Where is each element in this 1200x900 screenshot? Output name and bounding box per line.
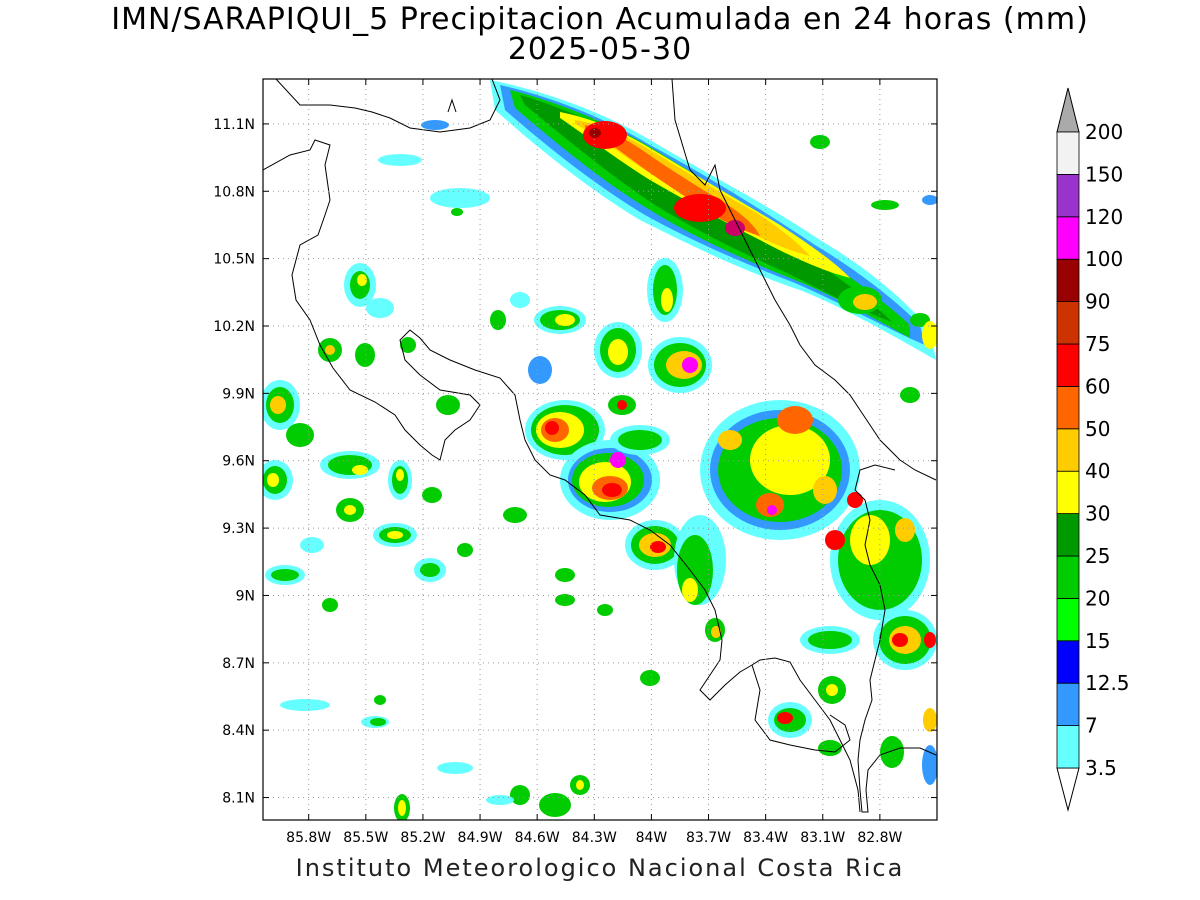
colorbar-segment [1056,555,1080,599]
chart-date: 2025-05-30 [507,32,693,67]
colorbar-label: 15 [1085,629,1110,653]
colorbar-segment [1056,513,1080,557]
colorbar-segment [1056,173,1080,218]
x-tick-label: 83.7W [686,830,731,846]
rain-cluster-east [700,387,937,785]
colorbar-segment [1056,216,1080,260]
colorbar-label: 100 [1085,247,1123,271]
x-tick-label: 82.8W [857,830,902,846]
colorbar-label: 60 [1085,374,1110,398]
y-tick-label: 8.4N [222,723,255,739]
chart-title: IMN/SARAPIQUI_5 Precipitacion Acumulada … [111,2,1089,37]
colorbar-label: 200 [1085,120,1123,144]
rain-cluster-west [263,120,660,820]
x-tick-label: 83.1W [800,830,845,846]
x-tick-label: 84.3W [572,830,617,846]
colorbar-segment [1056,598,1080,642]
y-tick-label: 9.9N [222,386,255,402]
y-tick-label: 8.7N [222,656,255,672]
y-tick-label: 9.6N [222,454,255,470]
colorbar-label: 7 [1085,714,1098,738]
x-tick-label: 85.8W [286,830,331,846]
y-tick-label: 10.5N [213,252,255,268]
colorbar-label: 150 [1085,162,1123,186]
rain-band-north [490,80,937,360]
colorbar-top-arrow [1056,87,1080,133]
colorbar-segment [1056,725,1080,769]
x-tick-label: 85.2W [400,830,445,846]
x-tick-label: 84W [636,830,668,846]
map-grid [263,79,937,820]
colorbar-segment [1056,640,1080,684]
colorbar-label: 20 [1085,586,1110,610]
colorbar-segment [1056,428,1080,472]
y-tick-label: 9N [236,588,255,604]
colorbar-segment [1056,343,1080,387]
colorbar-label: 12.5 [1085,671,1130,695]
colorbar-segment [1056,131,1080,175]
x-tick-label: 83.4W [743,830,788,846]
colorbar-label: 75 [1085,332,1110,356]
colorbar-label: 25 [1085,544,1110,568]
x-tick-label: 85.5W [343,830,388,846]
colorbar: 3.5 7 12.5 15 20 25 30 40 50 60 75 90 100 120 150 200 [1056,87,1130,812]
colorbar-segment [1056,385,1080,430]
precipitation-field [263,80,937,820]
map-frame [262,78,938,821]
colorbar-label: 40 [1085,459,1110,483]
x-tick-label: 84.9W [458,830,503,846]
colorbar-label: 30 [1085,502,1110,526]
y-tick-label: 11.1N [213,117,255,133]
y-tick-label: 10.8N [213,184,255,200]
colorbar-segment [1056,682,1080,727]
y-tick-label: 9.3N [222,521,255,537]
colorbar-label: 3.5 [1085,756,1117,780]
footer-credit: Instituto Meteorologico Nacional Costa R… [295,854,905,882]
colorbar-label: 50 [1085,417,1110,441]
colorbar-label: 90 [1085,290,1110,314]
y-axis-ticks: 11.1N 10.8N 10.5N 10.2N 9.9N 9.6N 9.3N 9N 8.7N 8.… [213,117,937,807]
x-tick-label: 84.6W [515,830,560,846]
colorbar-segment [1056,258,1080,303]
x-axis-ticks: 85.8W 85.5W 85.2W 84.9W 84.6W 84.3W 84W 83.7W 83… [286,79,903,846]
coastlines [263,79,937,813]
colorbar-segment [1056,301,1080,345]
colorbar-bottom-arrow [1056,767,1080,812]
colorbar-label: 120 [1085,205,1123,229]
y-tick-label: 10.2N [213,319,255,335]
colorbar-segment [1056,470,1080,515]
y-tick-label: 8.1N [222,791,255,807]
rain-cluster-central [525,258,726,642]
